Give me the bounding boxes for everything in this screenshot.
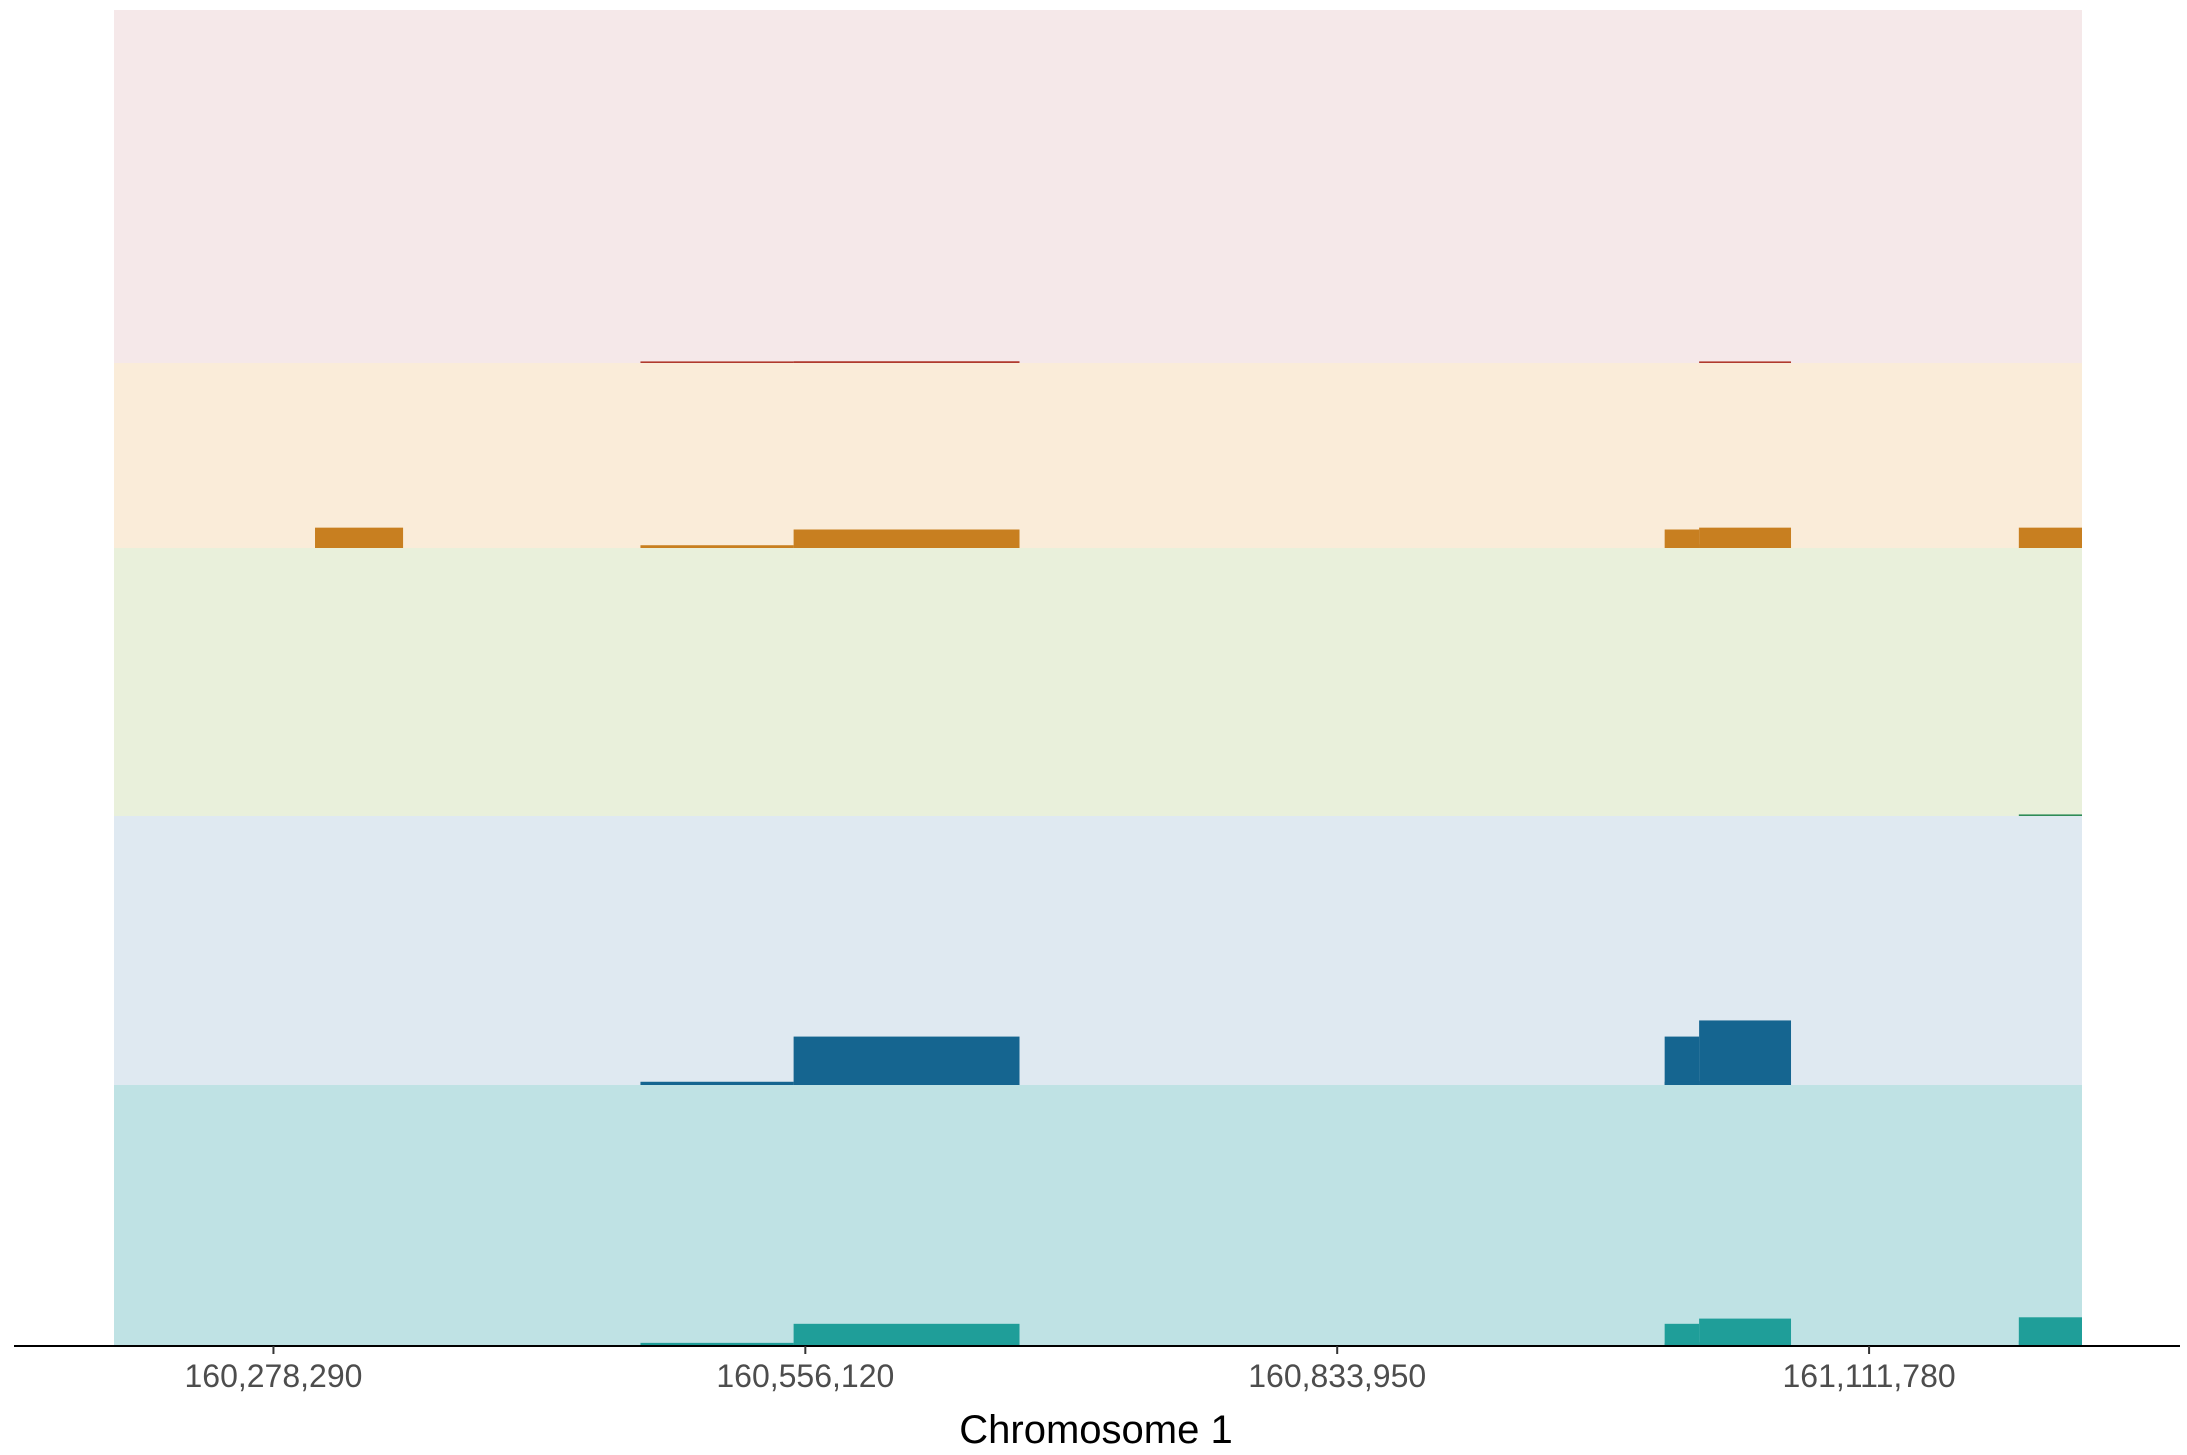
track-4-segment-3 xyxy=(1664,1036,1700,1085)
x-tick-label-4: 161,111,780 xyxy=(1782,1358,1955,1394)
track-4-segment-2 xyxy=(793,1036,1020,1085)
track-5-segment-1 xyxy=(640,1342,794,1346)
track-3-background xyxy=(114,548,2082,816)
track-3 xyxy=(114,548,2082,816)
track-2-segment-6 xyxy=(1699,544,1792,548)
track-1 xyxy=(114,10,2082,363)
track-4-segment-4 xyxy=(1699,1020,1792,1085)
track-4-segment-5 xyxy=(1664,1081,1700,1085)
track-5-segment-2 xyxy=(793,1323,1020,1346)
track-4-segment-1 xyxy=(640,1081,794,1085)
track-5-segment-4 xyxy=(1699,1318,1792,1346)
track-1-segment-3 xyxy=(1699,361,1792,363)
track-2 xyxy=(114,363,2082,548)
track-2-background xyxy=(114,363,2082,548)
track-1-segment-2 xyxy=(793,361,1020,363)
track-2-segment-1 xyxy=(315,527,404,548)
x-tick-label-3: 160,833,950 xyxy=(1248,1358,1426,1394)
track-2-segment-5 xyxy=(1699,527,1792,548)
track-4 xyxy=(114,816,2082,1085)
track-2-segment-4 xyxy=(1664,529,1700,548)
track-2-segment-7 xyxy=(2018,527,2082,548)
track-5 xyxy=(114,1085,2082,1346)
track-5-segment-5 xyxy=(1664,1342,1700,1346)
track-2-segment-2 xyxy=(640,545,794,548)
x-axis-title: Chromosome 1 xyxy=(959,1408,1232,1452)
track-1-segment-1 xyxy=(640,361,794,363)
track-3-segment-1 xyxy=(2018,814,2082,816)
track-5-background xyxy=(114,1085,2082,1346)
track-1-background xyxy=(114,10,2082,363)
x-tick-label-2: 160,556,120 xyxy=(716,1358,894,1394)
track-5-segment-6 xyxy=(1699,1342,1792,1346)
track-5-segment-8 xyxy=(2018,1340,2082,1346)
x-axis: 160,278,290 160,556,120 160,833,950 161,111… xyxy=(14,1345,2180,1394)
track-4-segment-6 xyxy=(1699,1080,1792,1085)
track-2-segment-3 xyxy=(793,529,1020,548)
tracks-layer xyxy=(114,10,2082,1346)
track-5-segment-3 xyxy=(1664,1323,1700,1346)
x-tick-label-1: 160,278,290 xyxy=(184,1358,362,1394)
